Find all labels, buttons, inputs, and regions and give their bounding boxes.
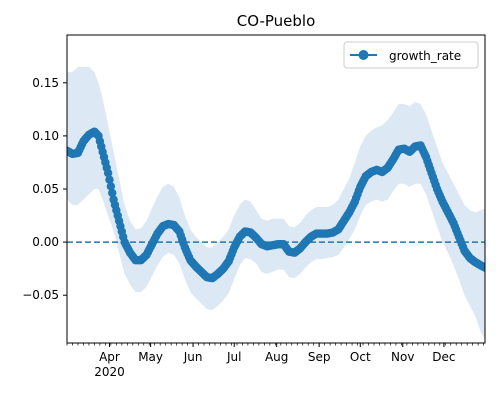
x-tick-label: Dec — [432, 350, 455, 364]
x-axis: Apr May Jun Jul Aug Sep Oct Nov Dec 2020 — [66, 343, 484, 379]
y-tick-label: 0.10 — [32, 129, 59, 143]
plot-area — [66, 34, 486, 344]
x-year-label: 2020 — [94, 365, 125, 379]
legend: growth_rate — [343, 41, 479, 69]
x-tick-label: Jun — [183, 350, 203, 364]
x-tick-label: Sep — [308, 350, 331, 364]
chart-title: CO-Pueblo — [237, 12, 316, 30]
data-point — [103, 168, 113, 178]
y-tick-label: −0.05 — [22, 288, 59, 302]
x-tick-label: Nov — [391, 350, 414, 364]
x-tick-label: May — [138, 350, 163, 364]
legend-dot-marker — [358, 50, 369, 60]
confidence-band — [67, 66, 485, 340]
x-tick-label: Apr — [99, 350, 120, 364]
data-point — [106, 182, 116, 191]
x-tick-label: Oct — [350, 350, 371, 364]
plot-frame — [66, 34, 486, 344]
y-tick-label: 0.15 — [32, 76, 59, 90]
data-point — [480, 263, 485, 272]
data-point — [108, 188, 117, 198]
data-point — [105, 175, 114, 184]
x-tick-label: Jul — [226, 350, 241, 364]
y-tick-label: 0.05 — [32, 182, 59, 196]
y-tick-label: 0.00 — [32, 235, 59, 249]
y-axis: −0.05 0.00 0.05 0.10 0.15 — [22, 76, 67, 302]
legend-entry-growth-rate: growth_rate — [389, 49, 461, 63]
legend-box — [343, 41, 479, 69]
x-tick-label: Aug — [265, 350, 288, 364]
